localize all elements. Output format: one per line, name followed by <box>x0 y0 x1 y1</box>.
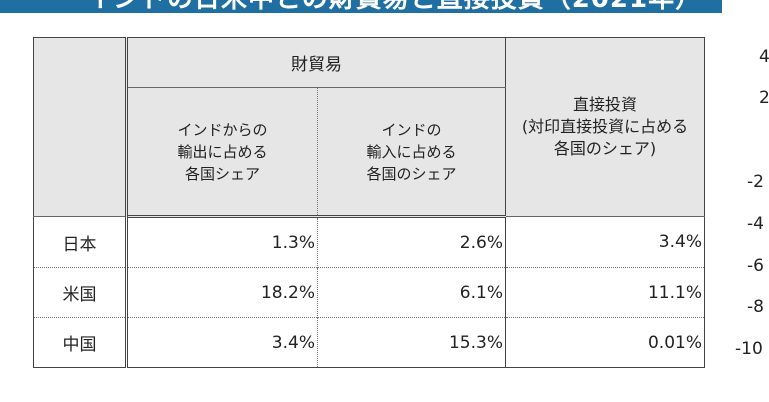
goods-trade-header: 財貿易 <box>126 37 506 88</box>
axis-tick-label: -6 <box>747 256 764 276</box>
axis-tick-label: -10 <box>735 339 763 359</box>
import-header-line-1: インドの <box>381 120 442 139</box>
fdi-share-cell: 0.01% <box>505 317 705 368</box>
export-share-cell: 3.4% <box>126 317 318 368</box>
axis-tick-label: -2 <box>747 172 764 192</box>
import-share-cell: 15.3% <box>317 317 506 368</box>
banner-title: インドの日米中との財貿易と直接投資（2021年） <box>86 0 702 13</box>
axis-tick-label: 4 <box>759 47 769 67</box>
table-row: 米国 18.2% 6.1% 11.1% <box>33 267 705 318</box>
trade-investment-table: 財貿易 直接投資 (対印直接投資に占める 各国のシェア) インドからの 輸出に占… <box>33 37 705 368</box>
fdi-header: 直接投資 (対印直接投資に占める 各国のシェア) <box>505 37 705 217</box>
export-share-cell: 1.3% <box>126 216 318 268</box>
partial-axis-labels: 4 2 -2 -4 -6 -8 -10 <box>735 0 769 402</box>
fdi-share-cell: 11.1% <box>505 267 705 318</box>
import-header-line-3: 各国のシェア <box>366 164 457 183</box>
table-row: 中国 3.4% 15.3% 0.01% <box>33 317 705 368</box>
fdi-header-line-2: (対印直接投資に占める <box>521 117 689 136</box>
fdi-share-cell: 3.4% <box>658 232 702 252</box>
country-cell: 米国 <box>33 267 128 318</box>
axis-tick-label: -4 <box>747 214 764 234</box>
import-share-header: インドの 輸入に占める 各国のシェア <box>317 87 506 218</box>
export-share-header: インドからの 輸出に占める 各国シェア <box>126 87 318 218</box>
import-share-cell: 2.6% <box>317 216 506 268</box>
table-row: 日本 1.3% 2.6% 3.4% <box>33 216 705 268</box>
country-cell: 中国 <box>33 317 128 368</box>
axis-tick-label: -8 <box>747 297 764 317</box>
import-header-line-2: 輸入に占める <box>366 142 457 161</box>
corner-cell <box>33 37 128 217</box>
title-banner: インドの日米中との財貿易と直接投資（2021年） <box>0 0 722 13</box>
export-header-line-2: 輸出に占める <box>177 142 268 161</box>
import-share-cell: 6.1% <box>317 267 506 318</box>
fdi-header-line-3: 各国のシェア) <box>553 139 657 158</box>
export-header-line-3: 各国シェア <box>184 164 260 183</box>
country-cell: 日本 <box>33 216 128 268</box>
axis-tick-label: 2 <box>759 88 769 108</box>
export-header-line-1: インドからの <box>177 120 268 139</box>
export-share-cell: 18.2% <box>126 267 318 318</box>
fdi-header-line-1: 直接投資 <box>572 95 637 114</box>
